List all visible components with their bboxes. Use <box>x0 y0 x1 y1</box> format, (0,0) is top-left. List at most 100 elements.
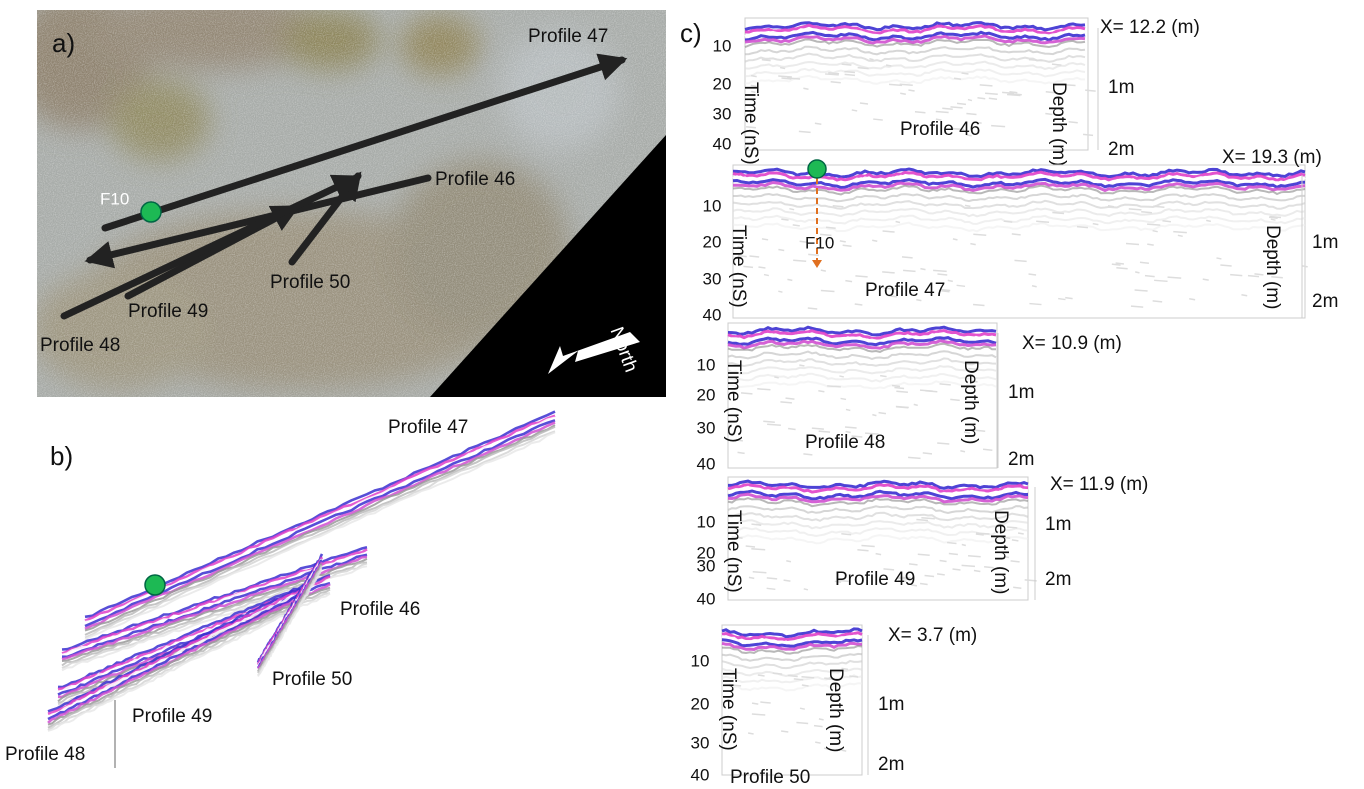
radargram-noise <box>903 269 916 273</box>
time-axis-label: Time (nS) <box>723 510 744 593</box>
radargram-noise <box>1115 262 1125 265</box>
radargram-reflector <box>727 365 997 375</box>
radargram-noise <box>1269 215 1282 219</box>
radargram-reflector <box>727 336 997 347</box>
radargram-noise <box>825 73 839 76</box>
time-axis-label: Time (nS) <box>728 225 749 308</box>
radargram-noise <box>961 543 967 547</box>
radargram-noise <box>1154 279 1168 283</box>
fence-reflector <box>47 607 301 732</box>
radargram-noise <box>961 564 976 568</box>
radargram-noise <box>920 267 926 271</box>
radargram-noise <box>811 427 824 430</box>
radargram-reflector <box>732 177 1305 190</box>
radargram-noise <box>995 588 1003 592</box>
time-tick-label: 20 <box>703 232 722 251</box>
radargram-noise <box>917 553 930 556</box>
radargram-noise <box>1058 297 1066 301</box>
radargram-noise <box>1216 257 1222 260</box>
radargram-noise <box>731 536 743 539</box>
radargram-noise <box>897 576 911 579</box>
radargram-noise <box>1220 264 1232 267</box>
radargram-noise <box>861 544 875 548</box>
time-tick-label: 10 <box>697 355 716 374</box>
radargram-noise <box>737 451 745 455</box>
time-tick-label: 20 <box>697 385 716 404</box>
radargram-noise <box>772 672 783 675</box>
radargram-noise <box>761 238 769 241</box>
fence-reflector <box>84 431 556 641</box>
radargram-noise <box>1031 284 1037 288</box>
radargram-noise <box>985 92 998 95</box>
radargram-noise <box>837 579 849 583</box>
radargram-noise <box>760 701 771 704</box>
radargram-noise <box>845 279 853 283</box>
panel-label: b) <box>50 441 73 471</box>
radargram-noise <box>1125 242 1140 246</box>
radargram-noise <box>830 80 841 84</box>
radargram-noise <box>963 431 970 434</box>
radargram-noise <box>1009 90 1018 94</box>
radargram-reflector <box>744 26 1086 39</box>
radargram-noise <box>956 284 966 288</box>
radargram-noise <box>970 380 978 383</box>
radargram-noise <box>779 66 786 70</box>
radargram-noise <box>1003 220 1013 223</box>
fence-reflector <box>84 419 556 628</box>
radargram-noise <box>1065 296 1073 300</box>
radargram-noise <box>841 667 849 671</box>
radargram-reflector <box>721 682 863 692</box>
radargram-noise <box>820 269 827 272</box>
radargram-noise <box>939 383 951 386</box>
radargram-noise <box>827 385 841 388</box>
radargram-noise <box>919 389 933 392</box>
radargram-noise <box>1167 276 1182 279</box>
radargram-reflector <box>727 505 1029 515</box>
radargram-noise <box>855 275 868 278</box>
radargram-noise <box>1036 220 1050 224</box>
depth-tick-label: 1m <box>1045 514 1071 535</box>
time-tick-label: 40 <box>691 765 710 784</box>
fence-reflector <box>47 593 301 721</box>
radargram-reflector <box>727 372 997 383</box>
radargram-noise <box>820 233 832 237</box>
radargram-noise <box>950 106 963 109</box>
radargram-reflector <box>727 339 997 350</box>
profile-label: Profile 49 <box>132 706 212 727</box>
radargram-reflector <box>732 167 1306 179</box>
radargram-noise <box>1006 526 1018 529</box>
radargram-noise <box>872 413 877 417</box>
radargram-noise <box>967 555 981 558</box>
time-tick-label: 10 <box>691 651 710 670</box>
radargram-reflector <box>727 350 997 361</box>
radargram-noise <box>813 724 823 728</box>
radargram-noise <box>834 580 842 584</box>
radargram-noise <box>758 266 766 269</box>
radargram-noise <box>748 576 755 580</box>
fence-reflector <box>84 421 556 630</box>
profile-label: Profile 50 <box>272 669 352 690</box>
radargram-noise <box>1269 216 1278 220</box>
depth-axis-label: Depth (m) <box>990 510 1011 594</box>
radargram-noise <box>751 702 759 705</box>
radargram-noise <box>1189 297 1196 301</box>
radargram-noise <box>973 303 985 307</box>
point-label: F10 <box>805 233 834 252</box>
profile-name: Profile 50 <box>730 767 810 788</box>
radargram-noise <box>1302 265 1308 268</box>
panel-label: c) <box>680 18 702 48</box>
radargram: 10 20 30 40 1m 2m Time (nS) Depth (m) Profile 50… <box>691 624 977 788</box>
radargram-reflector <box>744 52 1086 63</box>
radargram-noise <box>1092 222 1099 226</box>
radargram-noise <box>745 125 757 129</box>
radargram-noise <box>913 403 918 407</box>
radargram-noise <box>799 240 808 243</box>
profile-label: Profile 47 <box>388 417 468 438</box>
radargram-noise <box>803 87 809 91</box>
radargram-noise <box>908 563 918 566</box>
radargram-noise <box>894 386 905 390</box>
fence-reflector <box>84 425 556 636</box>
radargram-noise <box>793 259 807 262</box>
radargram-noise <box>788 427 796 431</box>
radargram-reflector <box>721 634 863 646</box>
